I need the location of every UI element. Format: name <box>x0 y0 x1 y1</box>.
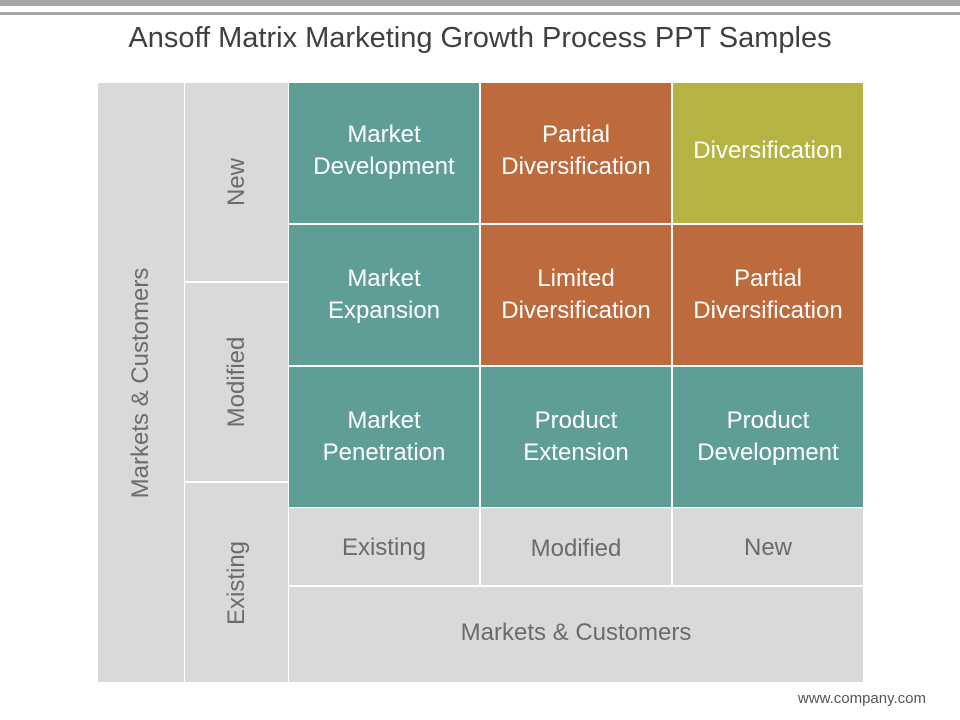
matrix-cell: Diversification <box>673 83 863 223</box>
matrix-cell: Market Development <box>289 83 479 223</box>
row-label-text: Existing <box>222 540 250 625</box>
matrix-cell: Market Expansion <box>289 225 479 365</box>
matrix-cell: Partial Diversification <box>673 225 863 365</box>
matrix-cell-line1: Market <box>347 121 421 148</box>
matrix-cell-line1: Product <box>726 407 810 434</box>
column-label-new: New <box>673 508 863 585</box>
matrix-cell: Product Extension <box>481 367 671 507</box>
column-label-modified: Modified <box>481 508 671 585</box>
matrix-cell: Limited Diversification <box>481 225 671 365</box>
bottom-axis-outer: Markets & Customers <box>289 587 863 682</box>
matrix-cell-line2: Diversification <box>501 297 651 324</box>
matrix-cell-line2: Diversification <box>693 297 843 324</box>
page-title: Ansoff Matrix Marketing Growth Process P… <box>128 22 832 54</box>
column-label-existing: Existing <box>289 508 479 585</box>
matrix-cell: Market Penetration <box>289 367 479 507</box>
matrix-cell-line1: Limited <box>537 265 615 292</box>
left-axis-outer-label: Markets & Customers <box>127 267 154 498</box>
matrix-cell-line1: Partial <box>541 121 610 148</box>
matrix-cell-line1: Market <box>347 407 421 434</box>
matrix-cell: Product Development <box>673 367 863 507</box>
matrix-cell-line1: Diversification <box>693 137 843 164</box>
matrix-cell-line2: Extension <box>523 439 629 466</box>
matrix-cell-line2: Development <box>313 153 455 180</box>
row-label-new: New <box>185 83 288 281</box>
matrix-cell-line1: Partial <box>733 265 802 292</box>
top-stripe <box>0 0 960 6</box>
matrix-cell-line2: Expansion <box>327 297 441 324</box>
matrix-cell: Partial Diversification <box>481 83 671 223</box>
top-stripe-thin <box>0 12 960 15</box>
matrix-cell-line1: Market <box>347 265 421 292</box>
row-label-text: New <box>222 157 250 207</box>
matrix-cell-line2: Diversification <box>501 153 651 180</box>
bottom-axis-outer-label: Markets & Customers <box>460 619 692 646</box>
left-axis-outer: Markets & Customers <box>98 83 184 682</box>
footer-url: www.company.com <box>797 690 926 707</box>
matrix-cell-line1: Product <box>534 407 618 434</box>
matrix-cell-line2: Development <box>697 439 839 466</box>
row-label-text: Modified <box>222 336 250 428</box>
row-label-modified: Modified <box>185 283 288 481</box>
row-label-existing: Existing <box>185 483 288 682</box>
matrix-cell-line2: Penetration <box>322 439 446 466</box>
